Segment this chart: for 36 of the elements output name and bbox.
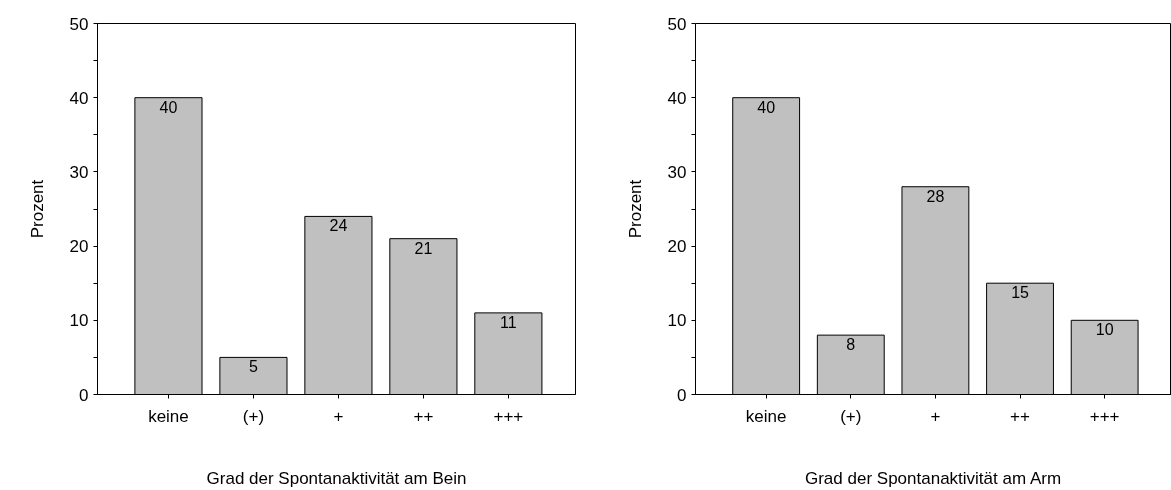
data-label: 10 <box>1095 321 1114 339</box>
y-tick-label: 50 <box>69 14 89 34</box>
y-tick-label: 20 <box>667 237 687 257</box>
data-label: 21 <box>414 239 433 257</box>
data-label: 40 <box>757 98 776 116</box>
y-axis-title: Prozent <box>27 179 47 239</box>
y-tick-label: 40 <box>69 88 89 108</box>
y-tick-label: 0 <box>677 385 687 405</box>
data-label: 40 <box>159 98 178 116</box>
y-tick-label: 10 <box>69 311 89 331</box>
data-label: 24 <box>329 217 348 235</box>
x-tick-label: + <box>930 406 941 426</box>
x-tick-label: keine <box>148 406 189 426</box>
y-tick-label: 30 <box>667 162 687 182</box>
x-tick-label: keine <box>745 406 787 426</box>
x-tick-label: (+) <box>840 406 862 426</box>
y-axis-title: Prozent <box>625 179 645 239</box>
x-tick-label: ++ <box>1010 406 1031 426</box>
x-tick-label: + <box>333 406 344 426</box>
y-tick-label: 20 <box>69 237 89 257</box>
y-tick-label: 30 <box>69 162 89 182</box>
x-axis-title: Grad der Spontanaktivität am Bein <box>206 468 467 488</box>
y-tick-label: 50 <box>667 14 687 34</box>
y-tick-label: 0 <box>79 385 89 405</box>
y-tick-label: 10 <box>667 311 687 331</box>
x-tick-label: +++ <box>493 406 524 426</box>
data-label: 8 <box>846 336 856 354</box>
x-axis-title: Grad der Spontanaktivität am Arm <box>805 468 1062 488</box>
data-label: 11 <box>500 313 517 331</box>
data-label: 15 <box>1011 284 1030 302</box>
data-label: 28 <box>926 187 945 205</box>
x-tick-label: ++ <box>413 406 434 426</box>
x-tick-label: +++ <box>1089 406 1120 426</box>
data-label: 5 <box>248 358 258 376</box>
y-tick-label: 40 <box>667 88 687 108</box>
x-tick-label: (+) <box>242 406 265 426</box>
